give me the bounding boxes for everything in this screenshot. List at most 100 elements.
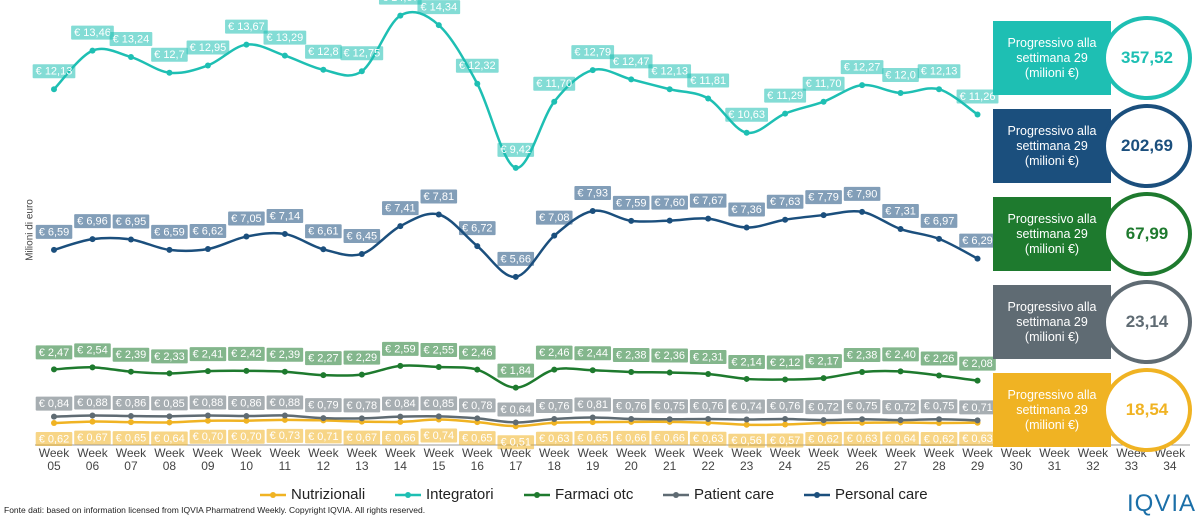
data-label-text: € 0,71: [962, 402, 993, 414]
point: [127, 236, 134, 243]
data-label: € 12,79: [571, 45, 615, 60]
point: [397, 362, 404, 369]
point: [512, 419, 519, 426]
legend-swatch: [804, 491, 830, 498]
data-label-bg: [32, 64, 76, 79]
point: [127, 54, 134, 61]
data-label-text: € 13,29: [267, 32, 304, 44]
data-label-bg: [35, 345, 73, 360]
data-label-bg: [766, 433, 804, 448]
x-tick-label: Week 08: [154, 446, 185, 473]
point: [474, 243, 481, 250]
data-label-bg: [766, 398, 804, 413]
data-label: € 12,27: [840, 60, 884, 75]
summary-value: 23,14: [1102, 280, 1192, 364]
point: [243, 417, 250, 424]
data-label-bg: [151, 396, 188, 411]
point: [859, 82, 866, 89]
x-tick-label: Week 20: [615, 446, 647, 473]
data-label: € 0,71: [959, 400, 996, 415]
legend-text: Personal care: [835, 486, 928, 503]
summary-box: Progressivo alla settimana 29 (milioni €…: [993, 21, 1111, 95]
point: [589, 414, 596, 421]
data-label: € 0,70: [228, 429, 265, 444]
data-label-text: € 11,29: [767, 90, 803, 102]
x-tick-label: Week 34: [1154, 446, 1186, 473]
data-label-bg: [35, 396, 73, 411]
data-label-bg: [497, 435, 535, 450]
data-label-bg: [805, 432, 842, 447]
data-label-bg: [266, 395, 304, 410]
data-label-bg: [917, 64, 961, 79]
point: [204, 417, 211, 424]
data-label-text: € 12,47: [613, 56, 650, 68]
point: [820, 417, 827, 424]
data-label: € 11,70: [533, 76, 576, 91]
point: [589, 367, 596, 374]
data-label-bg: [728, 354, 765, 369]
data-label-text: € 0,66: [385, 432, 416, 444]
legend-dot: [405, 491, 411, 498]
data-label-bg: [959, 356, 996, 371]
data-label: € 14,67: [378, 0, 422, 5]
data-label: € 12,8: [305, 44, 342, 59]
data-label-bg: [151, 349, 188, 364]
point: [358, 371, 365, 378]
point: [705, 371, 712, 378]
data-label-text: € 6,59: [154, 226, 185, 238]
x-tick-label: Week 06: [77, 446, 108, 473]
data-label: € 6,95: [112, 214, 150, 229]
data-label-bg: [382, 430, 419, 445]
x-tick-label: Week 27: [885, 446, 916, 473]
data-label-text: € 2,44: [577, 348, 608, 360]
point: [127, 368, 134, 375]
data-label-text: € 0,88: [77, 397, 108, 409]
data-label-bg: [571, 45, 615, 60]
data-label-text: € 11,70: [806, 78, 842, 90]
data-label-bg: [74, 214, 111, 229]
data-label-bg: [382, 396, 419, 411]
data-label: € 0,79: [305, 398, 342, 413]
point: [936, 86, 943, 93]
data-label-bg: [612, 398, 650, 413]
data-label-bg: [305, 429, 342, 444]
point: [705, 415, 712, 422]
data-label-text: € 2,55: [424, 344, 455, 356]
data-label-text: € 14,34: [420, 2, 457, 14]
data-label: € 0,70: [189, 429, 227, 444]
point: [243, 233, 250, 240]
data-label-bg: [35, 224, 73, 239]
data-label: € 0,65: [458, 431, 496, 446]
data-label-bg: [266, 208, 304, 223]
summary-box: Progressivo alla settimana 29 (milioni €…: [993, 373, 1111, 447]
data-label-text: € 0,64: [500, 404, 531, 416]
data-label-text: € 7,31: [885, 205, 916, 217]
data-label: € 0,62: [920, 432, 958, 447]
data-label-text: € 0,86: [231, 397, 262, 409]
x-tick-label: Week 31: [1039, 446, 1070, 473]
data-label-bg: [651, 430, 688, 445]
data-label-bg: [651, 195, 688, 210]
data-label-bg: [651, 399, 688, 414]
data-label: € 0,63: [689, 431, 727, 446]
data-label: € 12,13: [917, 64, 961, 79]
data-label: € 2,54: [74, 343, 111, 358]
data-label-text: € 2,27: [308, 353, 339, 365]
x-tick-label: Week 25: [808, 446, 839, 473]
data-label-text: € 0,51: [500, 437, 531, 449]
data-label-bg: [382, 201, 419, 216]
data-label-bg: [535, 431, 573, 446]
point: [166, 370, 173, 377]
data-label-text: € 13,46: [74, 27, 111, 39]
data-label-bg: [112, 431, 150, 446]
data-label-bg: [189, 429, 227, 444]
data-label-text: € 0,76: [539, 400, 570, 412]
data-label-bg: [843, 186, 881, 201]
data-label: € 7,93: [574, 186, 612, 201]
data-label-bg: [420, 343, 458, 358]
point: [166, 69, 173, 76]
data-label-text: € 12,13: [36, 66, 73, 78]
data-label-text: € 7,67: [693, 195, 724, 207]
point: [51, 366, 57, 373]
data-label-text: € 0,63: [539, 433, 570, 445]
